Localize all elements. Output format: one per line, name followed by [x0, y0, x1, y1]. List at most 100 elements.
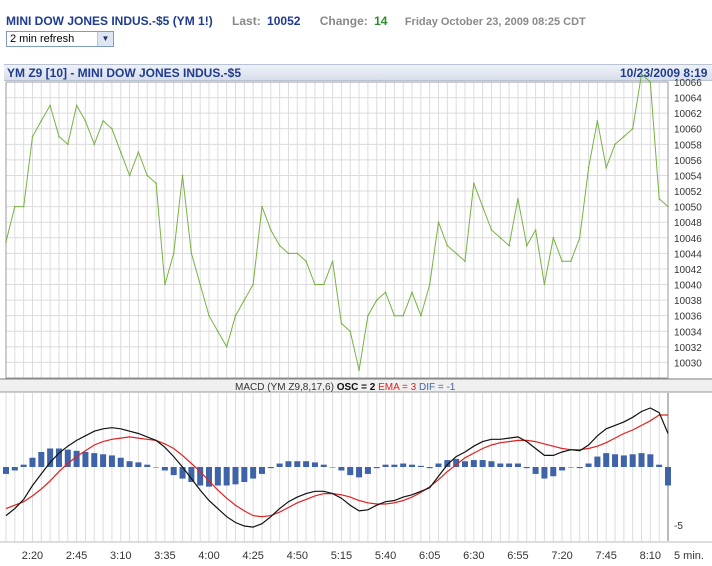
dif-bar [576, 467, 583, 469]
price-point [393, 314, 396, 317]
price-point [464, 260, 466, 262]
refresh-interval-select[interactable]: 2 min refresh ▼ [6, 31, 114, 47]
price-y-tick-label: 10050 [674, 203, 702, 214]
dif-bar [603, 453, 610, 467]
price-point [499, 236, 502, 239]
dif-bar [206, 467, 213, 487]
price-point [667, 205, 669, 208]
price-point [605, 166, 608, 169]
price-point [5, 240, 7, 243]
dif-bar [612, 454, 619, 467]
dif-bar [329, 467, 336, 468]
price-point [128, 174, 131, 177]
dif-bar [11, 467, 18, 471]
price-point [102, 120, 104, 122]
price-point [658, 198, 660, 200]
osc-line [5, 407, 669, 528]
price-point [517, 198, 519, 200]
dif-bar [664, 467, 672, 486]
dif-bar [294, 461, 301, 467]
price-point [349, 330, 352, 333]
price-point [234, 314, 237, 317]
dif-bar [514, 463, 521, 467]
price-y-tick-label: 10030 [674, 358, 702, 369]
dif-bar [64, 449, 71, 467]
dif-bar [532, 467, 539, 474]
dif-bar [188, 467, 195, 483]
price-point [66, 143, 69, 146]
price-point [375, 299, 378, 301]
price-point [402, 314, 405, 317]
price-point [578, 236, 581, 239]
symbol-name: MINI DOW JONES INDUS.-$5 (YM 1!) [6, 14, 213, 28]
x-tick-label: 6:05 [419, 550, 440, 562]
x-tick-label: 2:45 [66, 550, 87, 562]
price-point [49, 104, 51, 107]
price-point [84, 120, 87, 122]
x-tick-label: 4:00 [198, 550, 219, 562]
price-y-tick-label: 10032 [674, 343, 702, 354]
price-panel-border [5, 81, 669, 379]
price-point [437, 221, 440, 224]
price-point [640, 73, 643, 76]
price-point [525, 244, 528, 247]
dif-bar [444, 460, 451, 467]
price-point [155, 182, 157, 185]
price-point [481, 205, 484, 208]
price-y-tick-label: 10048 [674, 218, 702, 229]
price-point [146, 174, 149, 177]
chevron-down-icon[interactable]: ▼ [97, 32, 113, 46]
price-y-tick-label: 10036 [674, 312, 702, 323]
price-point [455, 252, 457, 255]
price-point [552, 236, 555, 239]
x-tick-label: 7:20 [551, 550, 572, 562]
price-point [199, 283, 201, 286]
dif-bar [170, 467, 177, 476]
dif-bar [364, 467, 371, 474]
dif-bar [214, 467, 221, 486]
dif-bar [497, 463, 504, 467]
price-point [561, 260, 563, 262]
price-point [358, 369, 360, 372]
price-point [367, 314, 369, 317]
price-point [40, 120, 43, 122]
price-point [331, 260, 334, 262]
dif-bar [38, 451, 45, 467]
macd-legend: MACD (YM Z9,8,17,6) OSC = 2 EMA = 3 DIF … [235, 382, 456, 393]
dif-bar [135, 462, 142, 467]
dif-bar [197, 467, 204, 486]
last-label: Last: [232, 14, 261, 28]
price-point [596, 120, 599, 122]
dif-bar [629, 454, 636, 467]
price-point [252, 283, 254, 286]
price-point [208, 314, 210, 317]
dif-bar [541, 467, 548, 479]
price-y-tick-label: 10040 [674, 281, 702, 292]
dif-bar [153, 467, 160, 468]
dif-bar [638, 453, 645, 467]
price-point [340, 322, 343, 325]
macd-title: MACD (YM Z9,8,17,6) [235, 382, 337, 393]
dif-bar [47, 448, 54, 467]
price-point [58, 135, 60, 138]
dif-bar [232, 467, 239, 485]
price-y-tick-label: 10056 [674, 156, 702, 167]
price-point [411, 291, 413, 294]
dif-bar [2, 467, 10, 474]
price-y-tick-label: 10034 [674, 327, 702, 338]
price-point [119, 151, 122, 153]
dif-bar [82, 451, 89, 467]
dif-bar [320, 464, 327, 467]
change-label: Change: [319, 14, 368, 28]
price-point [172, 252, 175, 255]
dif-bar [223, 467, 230, 486]
dif-bar [461, 461, 468, 467]
price-point [164, 283, 166, 286]
price-y-tick-label: 10066 [674, 78, 702, 89]
x-tick-label: 3:10 [110, 550, 131, 562]
dif-bar [241, 467, 248, 483]
price-point [22, 205, 25, 208]
price-y-tick-label: 10054 [674, 171, 702, 182]
dif-bar [117, 457, 124, 467]
